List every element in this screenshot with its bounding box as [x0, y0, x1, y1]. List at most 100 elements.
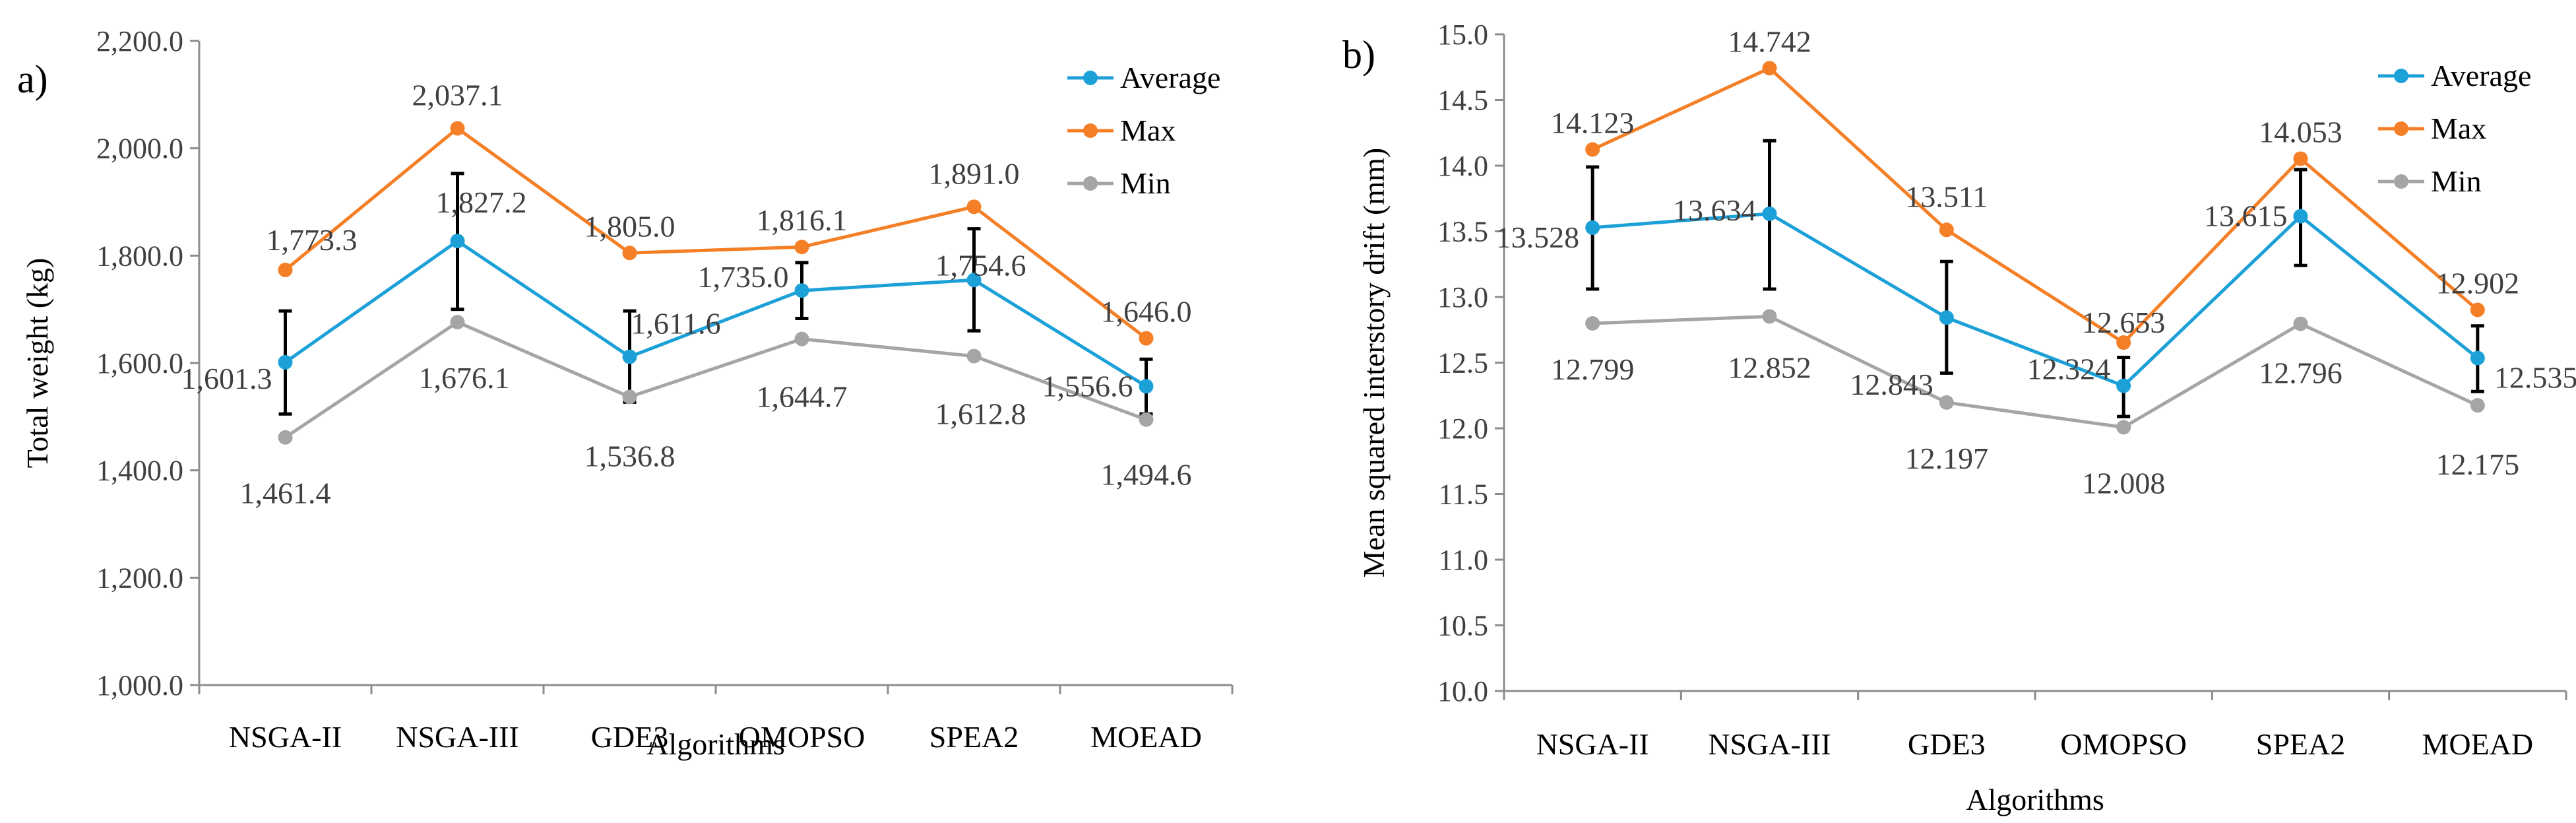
data-point-max [450, 121, 465, 136]
y-tick-label: 10.5 [1437, 610, 1488, 642]
series-line-min [284, 320, 1147, 439]
data-point-max [1139, 331, 1154, 346]
series-min [284, 320, 1147, 439]
x-tick-label: NSGA-II [1536, 727, 1649, 761]
data-label-average: 13.615 [2204, 199, 2288, 233]
data-point-average [794, 283, 809, 298]
data-label-average: 1,754.6 [935, 248, 1026, 282]
x-tick-label: MOEAD [1090, 720, 1202, 754]
series-max [1592, 66, 2479, 345]
y-tick-label: 11.5 [1439, 478, 1488, 511]
y-tick-label: 12.5 [1437, 347, 1488, 379]
data-label-average: 13.634 [1673, 193, 1757, 227]
data-point-average [1139, 379, 1154, 394]
series-average [1592, 212, 2479, 388]
x-tick-label: OMOPSO [2060, 727, 2187, 761]
data-label-min: 1,676.1 [419, 361, 510, 395]
legend-label: Max [1120, 114, 1176, 147]
x-tick-label: SPEA2 [2256, 727, 2345, 761]
data-point-min [1762, 309, 1777, 324]
x-axis-title: Algorithms [646, 727, 785, 761]
y-tick-label: 1,400.0 [96, 455, 183, 487]
data-label-min: 12.197 [1905, 442, 1989, 475]
data-label-max: 1,773.3 [267, 223, 358, 257]
data-label-max: 1,805.0 [584, 209, 675, 243]
data-point-min [622, 389, 637, 405]
data-point-average [1585, 220, 1600, 235]
y-tick-label: 12.0 [1437, 412, 1488, 445]
legend-label: Min [2431, 164, 2482, 198]
data-point-average [2470, 350, 2485, 366]
y-tick-label: 13.0 [1437, 281, 1488, 313]
data-point-min [2293, 316, 2308, 331]
data-label-max: 1,891.0 [929, 156, 1020, 190]
data-label-min: 1,536.8 [584, 439, 675, 473]
data-label-min: 1,494.6 [1101, 458, 1192, 492]
y-tick-label: 1,800.0 [96, 240, 183, 272]
panel-label: b) [1342, 33, 1375, 77]
data-point-min [794, 331, 809, 346]
chart-total-weight: a) 1,000.0 1,200.0 1,400.0 1,600.0 1,800.0 2,0… [17, 25, 1234, 761]
data-point-min [1585, 315, 1600, 331]
legend-swatch-marker [1083, 71, 1098, 85]
legend-item-min: Min [1067, 166, 1171, 200]
y-tick-label: 2,200.0 [96, 25, 183, 57]
data-label-max: 1,816.1 [757, 203, 848, 237]
data-point-min [2470, 398, 2485, 413]
data-point-average [1939, 310, 1954, 325]
x-tick-label: NSGA-III [1708, 727, 1831, 761]
chart-interstory-drift: b) 10.0 10.5 11.0 11.5 12.0 12.5 13.0 13.5 14.0 14… [1342, 18, 2576, 816]
series-line-min [1592, 314, 2478, 429]
data-label-max: 13.511 [1905, 180, 1988, 213]
data-point-average [2116, 378, 2131, 393]
legend-swatch-marker [2394, 174, 2408, 189]
x-axis-title: Algorithms [1966, 783, 2104, 816]
legend-label: Average [1120, 61, 1220, 94]
data-label-min: 12.799 [1551, 352, 1635, 386]
data-label-average: 1,611.6 [631, 307, 720, 341]
data-label-max: 14.123 [1551, 106, 1635, 140]
data-point-max [2470, 302, 2485, 317]
y-tick-label: 1,600.0 [96, 347, 183, 379]
legend-item-max: Max [1067, 114, 1176, 147]
data-point-min [2116, 420, 2131, 435]
data-label-average: 1,827.2 [436, 185, 527, 219]
legend-item-max: Max [2378, 112, 2486, 145]
data-point-min [450, 315, 465, 330]
data-label-max: 14.053 [2259, 115, 2342, 148]
x-tick-label: GDE3 [1908, 727, 1986, 761]
data-point-min [278, 430, 293, 445]
data-point-average [278, 354, 293, 370]
y-tick-label: 11.0 [1439, 544, 1488, 576]
legend-label: Max [2431, 112, 2486, 145]
legend-item-min: Min [2378, 164, 2482, 198]
y-axis-title: Total weight (kg) [20, 258, 54, 469]
data-label-max: 12.902 [2436, 267, 2520, 300]
data-label-min: 1,644.7 [757, 380, 848, 414]
panel-label: a) [17, 57, 48, 101]
data-point-max [2293, 151, 2308, 166]
data-point-max [1939, 222, 1954, 238]
data-label-min: 12.852 [1728, 350, 1811, 384]
legend-item-average: Average [2378, 59, 2531, 92]
data-point-average [450, 234, 465, 249]
series-max [284, 126, 1148, 340]
legend-swatch-marker [1083, 176, 1098, 191]
data-point-max [966, 199, 982, 214]
x-tick-label: NSGA-III [396, 720, 519, 754]
x-tick-label: MOEAD [2422, 727, 2533, 761]
x-tick-label: NSGA-II [229, 720, 342, 754]
legend-item-average: Average [1067, 61, 1220, 94]
data-point-average [1762, 206, 1777, 221]
data-point-min [1139, 412, 1154, 427]
y-tick-label: 14.5 [1437, 84, 1488, 117]
data-point-max [794, 240, 809, 255]
data-label-average: 13.528 [1496, 220, 1580, 254]
x-tick-label: SPEA2 [929, 720, 1019, 754]
data-label-min: 1,612.8 [935, 397, 1026, 431]
x-tick-label: OMOPSO [739, 720, 865, 754]
legend-swatch-marker [2394, 121, 2408, 136]
legend-label: Min [1120, 166, 1171, 200]
series-line-max [284, 126, 1148, 340]
